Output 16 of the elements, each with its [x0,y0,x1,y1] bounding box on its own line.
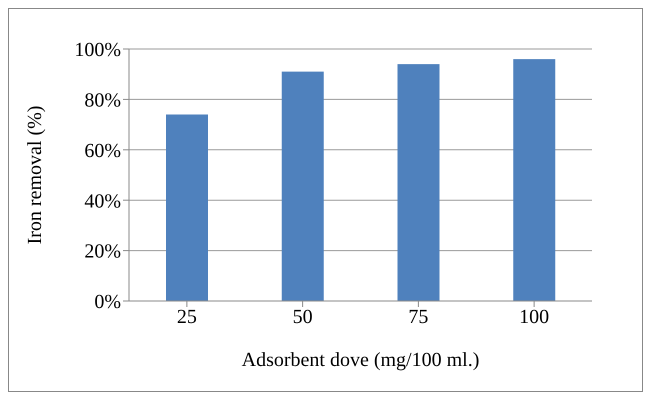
bar [166,114,208,301]
y-axis-title: Iron removal (%) [24,106,46,244]
bar [282,72,324,301]
y-tick-label: 60% [84,140,121,162]
y-tick-label: 100% [74,39,121,62]
bar [513,59,556,301]
y-tick-label: 0% [94,291,121,314]
x-tick-label: 100 [519,306,550,328]
x-tick-label: 50 [292,306,313,328]
x-tick-label: 75 [408,306,428,328]
y-tick-label: 20% [84,240,121,263]
x-tick-label: 25 [176,306,197,328]
x-axis-title: Adsorbent dove (mg/100 ml.) [242,349,480,371]
y-tick-label: 40% [84,190,121,212]
bar [398,64,440,301]
y-tick-label: 80% [84,90,121,112]
